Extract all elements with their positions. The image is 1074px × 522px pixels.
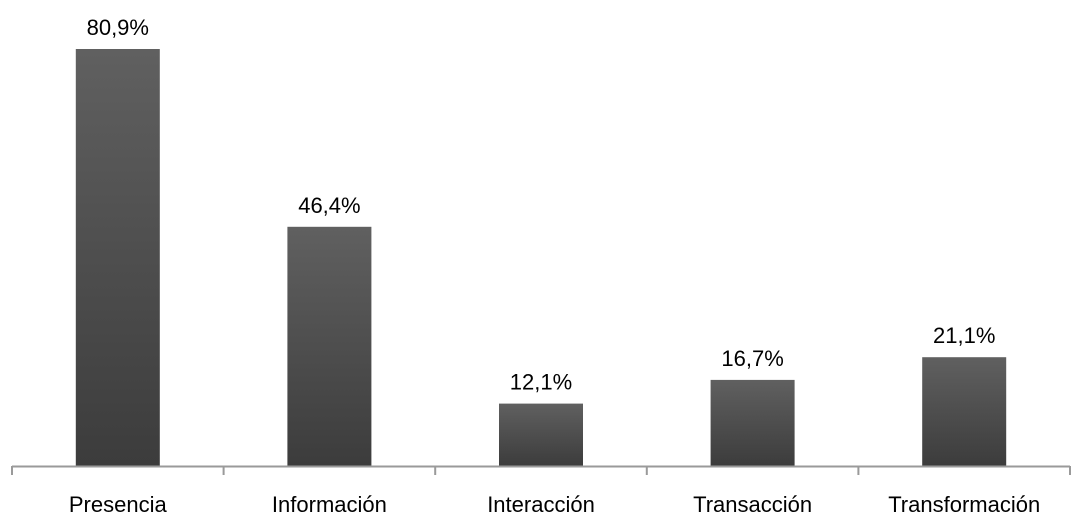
bar-transacción	[710, 379, 795, 466]
bar-transformación	[922, 357, 1007, 466]
data-label: 16,7%	[721, 346, 783, 371]
category-labels: Presencia Información Interacción Transacci…	[69, 492, 1040, 517]
x-tick-label: Información	[272, 492, 387, 517]
data-label: 80,9%	[87, 15, 149, 40]
x-tick-label: Transformación	[888, 492, 1040, 517]
data-label: 21,1%	[933, 323, 995, 348]
data-labels: 80,9% 46,4% 12,1% 16,7% 21,1%	[87, 15, 996, 395]
bars	[75, 49, 1007, 466]
data-label: 46,4%	[298, 193, 360, 218]
data-label: 12,1%	[510, 370, 572, 395]
x-axis	[11, 465, 1071, 475]
x-tick-label: Transacción	[693, 492, 812, 517]
bar-presencia	[75, 49, 160, 466]
x-tick-label: Presencia	[69, 492, 168, 517]
x-tick-label: Interacción	[487, 492, 595, 517]
bar-información	[287, 226, 372, 466]
bar-interacción	[499, 403, 583, 466]
